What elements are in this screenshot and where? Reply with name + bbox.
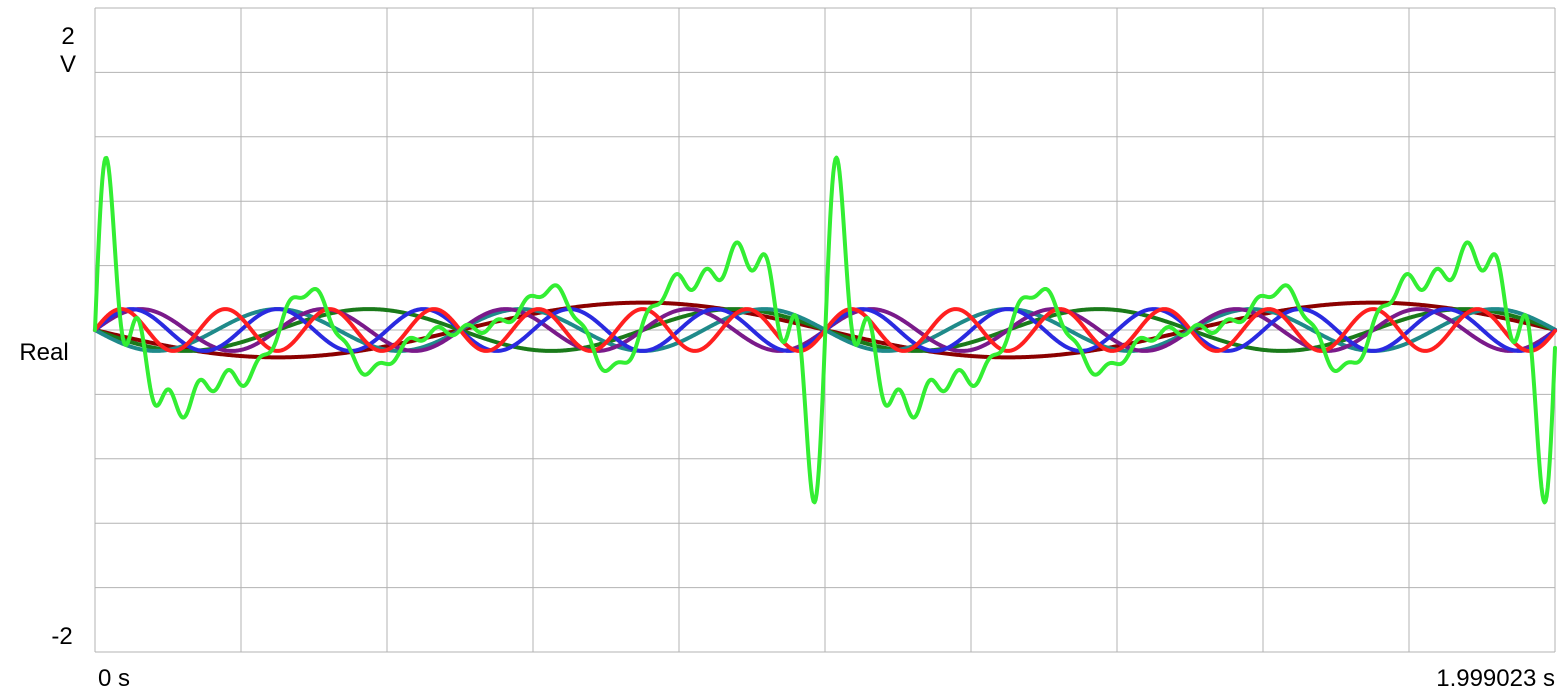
series-layer [93,155,1557,505]
series-line-7 [93,155,1557,505]
x-end-tick-label: 1.999023 s [1436,665,1555,692]
y-axis-label: Real [19,339,68,366]
y-max-tick-label: 2 [61,23,74,50]
y-unit-label: V [60,51,76,78]
y-min-tick-label: -2 [51,623,72,650]
x-start-tick-label: 0 s [98,665,130,692]
